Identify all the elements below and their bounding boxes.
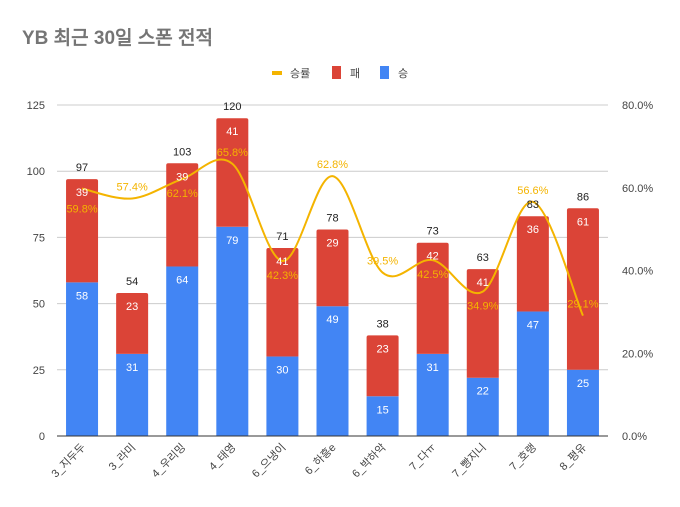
x-tick-label: 8_평유 bbox=[557, 441, 589, 473]
bar-value-label: 41 bbox=[276, 256, 288, 268]
x-tick-label: 3_라미 bbox=[106, 441, 138, 473]
bar-total-label: 63 bbox=[477, 252, 489, 264]
bar-total-label: 86 bbox=[577, 191, 589, 203]
bar-value-label: 49 bbox=[326, 314, 338, 326]
bar-value-label: 23 bbox=[126, 301, 138, 313]
x-tick-label: 6_박하악 bbox=[349, 440, 389, 480]
bar-win bbox=[466, 377, 499, 436]
bar-total-label: 54 bbox=[126, 276, 138, 288]
legend-loss: 패 bbox=[350, 67, 360, 80]
y-tick-label: 125 bbox=[27, 100, 45, 112]
bar-total-label: 97 bbox=[76, 162, 88, 174]
bar-value-label: 22 bbox=[477, 386, 489, 398]
bar-value-label: 41 bbox=[226, 126, 238, 138]
legend: 승률 패 승 bbox=[272, 66, 408, 80]
winrate-label: 57.4% bbox=[117, 182, 148, 194]
bar-value-label: 39 bbox=[176, 171, 188, 183]
y-tick-label: 100 bbox=[27, 166, 45, 178]
bar-value-label: 15 bbox=[376, 404, 388, 416]
bar-win bbox=[216, 226, 249, 436]
y-tick-label: 0 bbox=[39, 431, 45, 443]
bar-total-label: 73 bbox=[427, 226, 439, 238]
bar-total-label: 83 bbox=[527, 199, 539, 211]
bar-value-label: 58 bbox=[76, 290, 88, 302]
x-tick-label: 6_으냉이 bbox=[249, 441, 288, 480]
bar-value-label: 31 bbox=[427, 362, 439, 374]
x-tick-label: 7_호랭 bbox=[507, 441, 539, 473]
bar-win bbox=[416, 353, 449, 436]
bar-value-label: 41 bbox=[477, 277, 489, 289]
bar-win bbox=[66, 282, 99, 436]
bar-win bbox=[166, 266, 199, 436]
bar-win bbox=[366, 396, 399, 436]
bar-total-label: 38 bbox=[376, 318, 388, 330]
bar-loss bbox=[266, 247, 299, 357]
y-tick-label: 75 bbox=[33, 232, 45, 244]
bar-loss bbox=[216, 118, 249, 227]
chart-title: YB 최근 30일 스폰 전적 bbox=[22, 27, 213, 49]
y-tick-label: 50 bbox=[33, 299, 45, 311]
bar-value-label: 29 bbox=[326, 237, 338, 249]
bar-loss bbox=[66, 179, 99, 283]
winrate-label: 62.1% bbox=[167, 188, 198, 200]
bar-value-label: 30 bbox=[276, 365, 288, 377]
winrate-label: 56.6% bbox=[517, 185, 548, 197]
bar-win bbox=[316, 306, 349, 436]
bar-win bbox=[266, 356, 299, 436]
bar-value-label: 79 bbox=[226, 235, 238, 247]
y2-tick-label: 0.0% bbox=[622, 431, 647, 443]
bar-loss bbox=[116, 293, 149, 354]
winrate-label: 59.8% bbox=[66, 204, 97, 216]
bar-loss bbox=[316, 229, 349, 307]
bar-win bbox=[116, 353, 149, 436]
winrate-label: 29.1% bbox=[567, 299, 598, 311]
x-tick-label: 6_하흥e bbox=[301, 440, 338, 477]
x-tick-label: 7_빵지니 bbox=[450, 441, 489, 480]
bar-value-label: 64 bbox=[176, 275, 188, 287]
legend-swatch-win bbox=[380, 66, 389, 79]
y2-tick-label: 60.0% bbox=[622, 183, 653, 195]
x-tick-label: 4_태영 bbox=[206, 441, 238, 473]
bar-loss bbox=[166, 163, 199, 267]
bar-value-label: 23 bbox=[376, 343, 388, 355]
y-tick-label: 25 bbox=[33, 365, 45, 377]
winrate-label: 34.9% bbox=[467, 301, 498, 313]
bar-value-label: 61 bbox=[577, 216, 589, 228]
bar-loss bbox=[566, 208, 599, 370]
bar-total-label: 103 bbox=[173, 146, 191, 158]
x-tick-label: 3_지두두 bbox=[49, 441, 88, 480]
bar-value-label: 36 bbox=[527, 224, 539, 236]
bar-value-label: 25 bbox=[577, 378, 589, 390]
bar-loss bbox=[466, 269, 499, 378]
bar-loss bbox=[416, 242, 449, 354]
bar-loss bbox=[516, 216, 549, 312]
bar-win bbox=[516, 311, 549, 436]
winrate-label: 42.3% bbox=[267, 270, 298, 282]
winrate-label: 39.5% bbox=[367, 256, 398, 268]
bar-value-label: 47 bbox=[527, 320, 539, 332]
bar-total-label: 78 bbox=[326, 212, 338, 224]
bar-value-label: 31 bbox=[126, 362, 138, 374]
legend-swatch-loss bbox=[332, 66, 341, 79]
legend-win: 승 bbox=[398, 67, 408, 80]
winrate-label: 42.5% bbox=[417, 269, 448, 281]
bar-value-label: 39 bbox=[76, 187, 88, 199]
y2-tick-label: 20.0% bbox=[622, 348, 653, 360]
y2-tick-label: 80.0% bbox=[622, 100, 653, 112]
bar-win bbox=[566, 369, 599, 436]
bar-total-label: 120 bbox=[223, 101, 241, 113]
x-tick-label: 4_우리밍 bbox=[149, 441, 188, 480]
winrate-label: 62.8% bbox=[317, 159, 348, 171]
bar-value-label: 42 bbox=[427, 251, 439, 263]
legend-swatch-winrate bbox=[272, 71, 282, 75]
bar-loss bbox=[366, 335, 399, 397]
y2-tick-label: 40.0% bbox=[622, 266, 653, 278]
legend-winrate: 승률 bbox=[290, 67, 310, 80]
x-tick-label: 7_다ㅠ bbox=[407, 441, 439, 473]
bar-total-label: 71 bbox=[276, 231, 288, 243]
winrate-label: 65.8% bbox=[217, 147, 248, 159]
